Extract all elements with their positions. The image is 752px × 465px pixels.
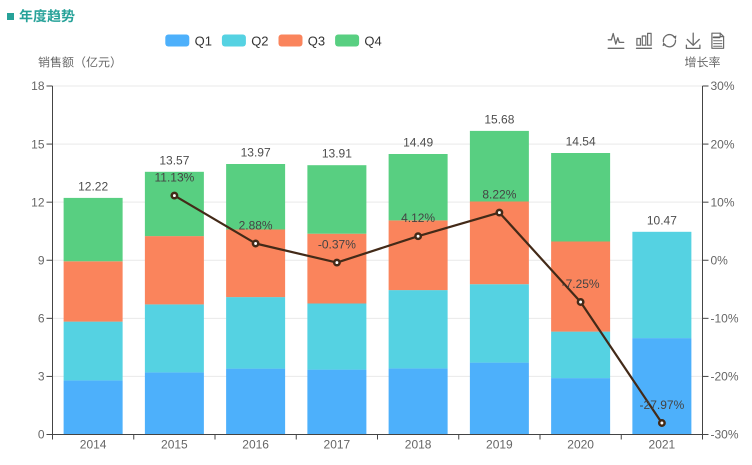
svg-text:18: 18 bbox=[31, 79, 45, 93]
svg-text:15.68: 15.68 bbox=[484, 112, 514, 126]
svg-text:-0.37%: -0.37% bbox=[318, 238, 356, 252]
svg-text:11.13%: 11.13% bbox=[154, 171, 194, 185]
svg-text:12: 12 bbox=[31, 195, 45, 209]
svg-text:0%: 0% bbox=[711, 253, 729, 267]
svg-text:Q1: Q1 bbox=[195, 33, 212, 48]
svg-text:Q3: Q3 bbox=[308, 33, 325, 48]
svg-text:6: 6 bbox=[38, 312, 45, 326]
svg-text:14.54: 14.54 bbox=[566, 135, 596, 149]
svg-text:Q4: Q4 bbox=[364, 33, 381, 48]
svg-text:30%: 30% bbox=[711, 79, 735, 93]
svg-text:2016: 2016 bbox=[242, 438, 269, 452]
svg-text:12.22: 12.22 bbox=[78, 179, 108, 193]
svg-text:14.49: 14.49 bbox=[403, 136, 433, 150]
svg-text:15: 15 bbox=[31, 137, 45, 151]
svg-text:10%: 10% bbox=[711, 195, 735, 209]
svg-text:2.88%: 2.88% bbox=[239, 219, 273, 233]
svg-text:2021: 2021 bbox=[649, 438, 676, 452]
svg-text:2015: 2015 bbox=[161, 438, 188, 452]
svg-text:20%: 20% bbox=[711, 137, 735, 151]
svg-text:2020: 2020 bbox=[567, 438, 594, 452]
svg-text:-20%: -20% bbox=[711, 370, 739, 384]
svg-text:2018: 2018 bbox=[405, 438, 432, 452]
svg-text:Q2: Q2 bbox=[251, 33, 268, 48]
svg-text:-30%: -30% bbox=[711, 428, 739, 442]
svg-text:-27.97%: -27.97% bbox=[640, 398, 685, 412]
svg-text:2017: 2017 bbox=[324, 438, 351, 452]
svg-text:2019: 2019 bbox=[486, 438, 513, 452]
svg-text:4.12%: 4.12% bbox=[401, 211, 435, 225]
svg-text:9: 9 bbox=[38, 253, 45, 267]
svg-text:10.47: 10.47 bbox=[647, 213, 677, 227]
svg-text:8.22%: 8.22% bbox=[482, 188, 516, 202]
svg-text:13.97: 13.97 bbox=[241, 146, 271, 160]
svg-text:-7.25%: -7.25% bbox=[562, 277, 600, 291]
svg-text:2014: 2014 bbox=[80, 438, 107, 452]
svg-text:13.91: 13.91 bbox=[322, 147, 352, 161]
svg-text:13.57: 13.57 bbox=[159, 153, 189, 167]
svg-text:0: 0 bbox=[38, 428, 45, 442]
svg-text:-10%: -10% bbox=[711, 312, 739, 326]
svg-text:3: 3 bbox=[38, 370, 45, 384]
